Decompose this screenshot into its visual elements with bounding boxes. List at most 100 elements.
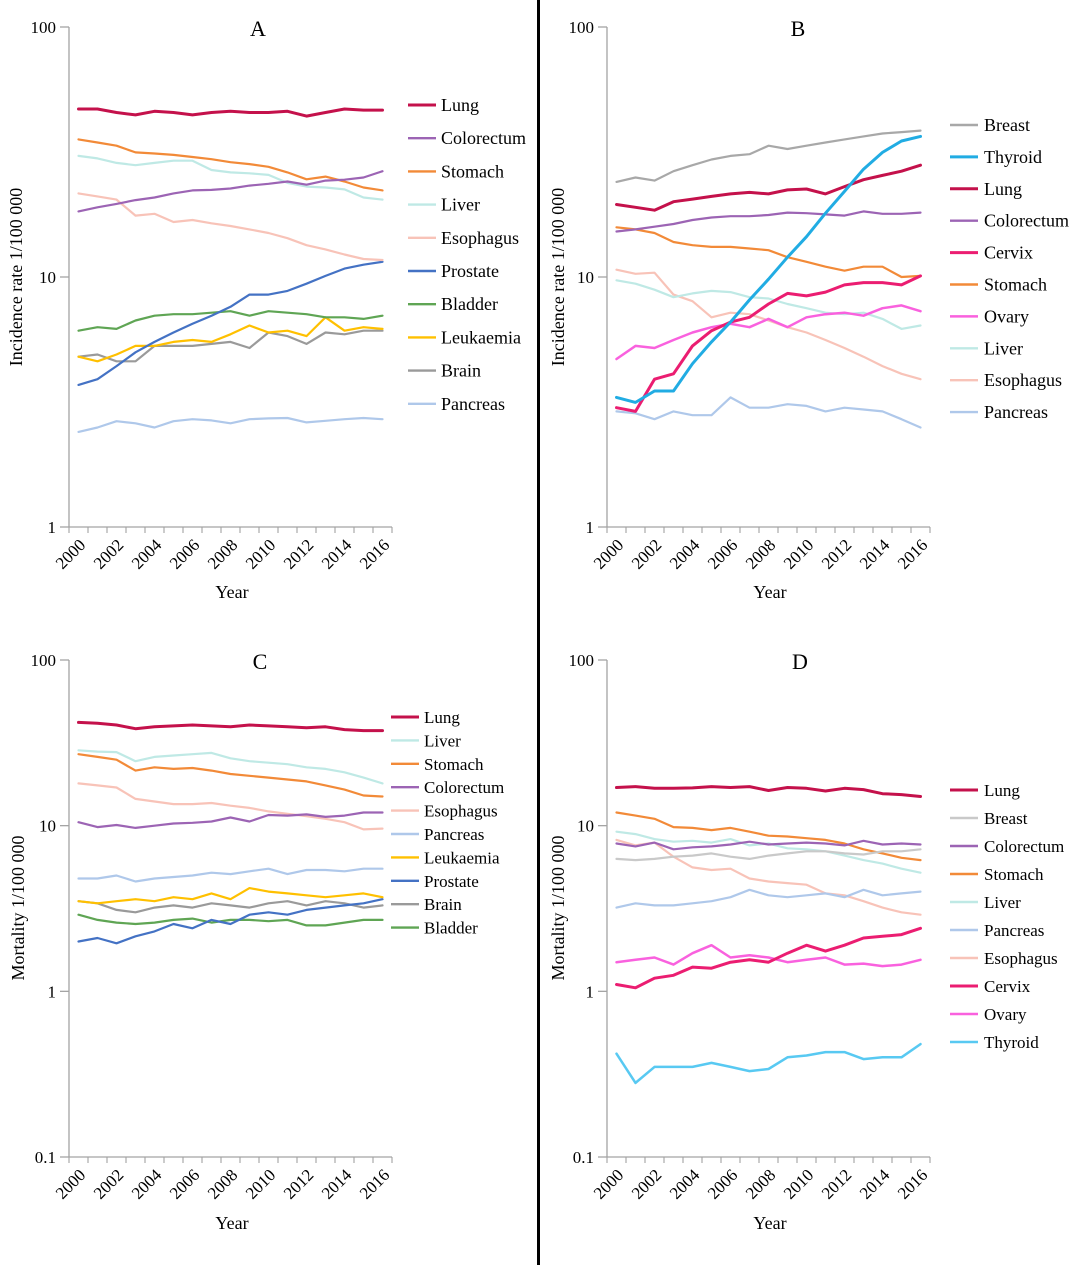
x-tick-label: 2014 <box>318 1165 356 1203</box>
y-axis-title: Mortality 1/100 000 <box>8 836 28 981</box>
series-line-liver <box>77 154 384 201</box>
x-tick-label: 2006 <box>166 535 203 572</box>
legend-item-liver: Liver <box>950 338 1023 358</box>
legend-item-cervix: Cervix <box>950 977 1031 996</box>
panel-d-title: D <box>792 649 808 674</box>
series-line-ovary <box>615 943 922 968</box>
legend-label: Leukaemia <box>424 848 500 867</box>
legend-label: Leukaemia <box>441 327 521 347</box>
x-tick-label: 2008 <box>742 1165 779 1202</box>
legend-label: Lung <box>984 781 1020 800</box>
series-line-pancreas <box>615 888 922 909</box>
series-line-stomach <box>77 138 384 192</box>
x-tick-label: 2010 <box>242 535 279 572</box>
x-tick-label: 2004 <box>128 535 166 573</box>
legend-item-stomach: Stomach <box>408 161 504 181</box>
series-line-lung <box>77 107 384 118</box>
legend-label: Colorectum <box>424 778 504 797</box>
legend-label: Bladder <box>424 919 478 938</box>
y-axis: 1 10 100 <box>569 18 608 537</box>
legend-item-esophagus: Esophagus <box>950 370 1062 390</box>
legend-item-liver: Liver <box>950 893 1021 912</box>
legend-item-thyroid: Thyroid <box>950 147 1042 167</box>
series-line-esophagus <box>77 782 384 831</box>
series-line-stomach <box>77 753 384 798</box>
series-line-pancreas <box>77 867 384 883</box>
legend-label: Prostate <box>441 261 499 281</box>
legend-item-pancreas: Pancreas <box>950 402 1048 422</box>
y-tick-label: 1 <box>586 518 595 537</box>
legend-item-prostate: Prostate <box>391 872 479 891</box>
y-axis: 1 10 100 <box>31 18 70 537</box>
column-divider-line <box>537 0 540 1265</box>
x-axis: 2000 2002 2004 2006 2008 2010 2012 2014 2016 <box>590 526 931 573</box>
series-line-breast <box>615 848 922 862</box>
series-line-prostate <box>77 260 384 386</box>
x-tick-label: 2000 <box>590 1165 627 1202</box>
series-line-brain <box>77 329 384 363</box>
series-line-thyroid <box>615 134 922 404</box>
panel-a-title: A <box>250 16 266 41</box>
legend-item-stomach: Stomach <box>950 275 1047 295</box>
series-line-lung <box>615 785 922 798</box>
x-tick-label: 2002 <box>628 535 665 572</box>
y-axis: 0.1 1 10 100 <box>569 651 608 1167</box>
series-line-leukaemia <box>77 316 384 363</box>
legend-item-thyroid: Thyroid <box>950 1033 1039 1052</box>
series-line-colorectum <box>77 170 384 213</box>
legend-item-colorectum: Colorectum <box>391 778 504 797</box>
series-line-stomach <box>615 226 922 279</box>
series-line-stomach <box>615 811 922 862</box>
legend-item-colorectum: Colorectum <box>950 211 1069 231</box>
y-tick-label: 1 <box>48 518 57 537</box>
legend-label: Lung <box>984 179 1022 199</box>
legend-label: Colorectum <box>984 837 1064 856</box>
legend-item-esophagus: Esophagus <box>950 949 1058 968</box>
series-line-cervix <box>615 926 922 990</box>
x-axis-title: Year <box>753 582 786 602</box>
legend-item-pancreas: Pancreas <box>408 394 505 414</box>
x-tick-label: 2014 <box>856 1165 894 1203</box>
x-tick-label: 2006 <box>704 535 741 572</box>
legend-label: Bladder <box>441 294 498 314</box>
legend-label: Colorectum <box>441 128 526 148</box>
y-axis-title: Incidence rate 1/100 000 <box>548 188 568 366</box>
legend-label: Breast <box>984 115 1030 135</box>
legend-label: Esophagus <box>441 228 519 248</box>
legend-item-ovary: Ovary <box>950 306 1029 326</box>
x-tick-label: 2000 <box>590 535 627 572</box>
legend-item-breast: Breast <box>950 809 1028 828</box>
series-line-lung <box>77 720 384 733</box>
legend-item-lung: Lung <box>950 781 1020 800</box>
x-tick-label: 2016 <box>894 535 931 572</box>
panel-c-title: C <box>253 649 268 674</box>
legend-label: Ovary <box>984 306 1029 326</box>
x-axis: 2000 2002 2004 2006 2008 2010 2012 2014 2016 <box>590 1156 931 1203</box>
legend-item-bladder: Bladder <box>391 919 478 938</box>
legend-item-pancreas: Pancreas <box>391 825 484 844</box>
x-tick-label: 2010 <box>780 1165 817 1202</box>
legend-item-lung: Lung <box>408 95 479 115</box>
legend-label: Esophagus <box>984 949 1058 968</box>
legend-label: Prostate <box>424 872 479 891</box>
legend-label: Esophagus <box>984 370 1062 390</box>
x-tick-label: 2010 <box>242 1165 279 1202</box>
legend-item-lung: Lung <box>950 179 1022 199</box>
x-tick-label: 2000 <box>52 1165 89 1202</box>
legend-label: Stomach <box>984 865 1044 884</box>
legend-item-brain: Brain <box>408 361 481 381</box>
legend: Lung Liver Stomach Colorectum Esophagus Pancr… <box>391 708 504 938</box>
legend-label: Brain <box>424 895 462 914</box>
legend-label: Liver <box>424 731 461 750</box>
series-line-thyroid <box>615 1042 922 1085</box>
legend-label: Liver <box>984 338 1023 358</box>
legend-label: Thyroid <box>984 147 1042 167</box>
series-line-breast <box>615 129 922 183</box>
series-line-esophagus <box>77 192 384 262</box>
series-line-pancreas <box>77 416 384 433</box>
legend-item-cervix: Cervix <box>950 243 1033 263</box>
legend-label: Lung <box>424 708 460 727</box>
panel-b-incidence-chart: B 1 10 100 2000 2002 2004 2006 2008 2010 2012 2014 2… <box>548 16 1069 602</box>
series-line-leukaemia <box>77 887 384 905</box>
